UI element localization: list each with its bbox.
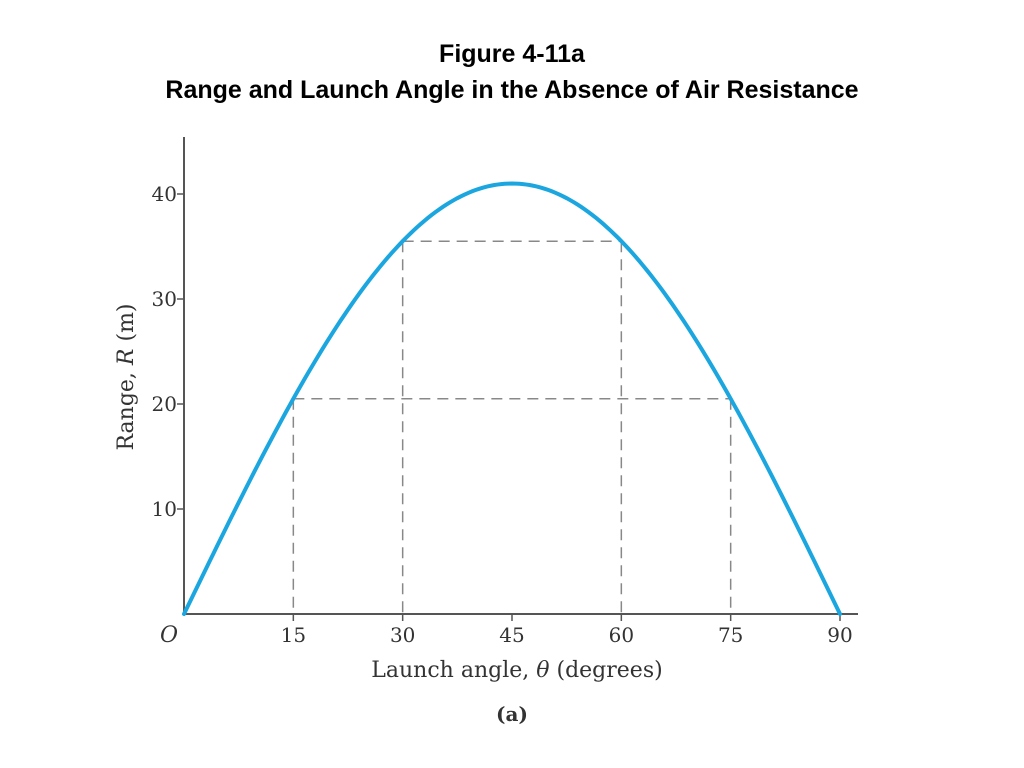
- y-axis-title-unit: (m): [114, 303, 139, 348]
- y-axis-title-main: Range,: [114, 365, 139, 450]
- y-axis-title: Range, R (m): [114, 303, 139, 450]
- y-tick-label-30: 30: [152, 287, 177, 311]
- x-axis-title-unit: (degrees): [550, 658, 663, 683]
- y-tick-label-40: 40: [152, 182, 177, 206]
- origin-label: O: [160, 623, 178, 648]
- guide-lines: [292, 240, 732, 614]
- y-tick-label-10: 10: [152, 497, 177, 521]
- x-tick-label-45: 45: [499, 623, 524, 647]
- y-tick-label-20: 20: [152, 392, 177, 416]
- x-tick-label-30: 30: [390, 623, 415, 647]
- x-tick-label-75: 75: [718, 623, 743, 647]
- x-tick-label-15: 15: [281, 623, 306, 647]
- ticks: 15 30 45 60 75 90 10 20 30 40: [152, 182, 853, 647]
- panel-label: (a): [496, 702, 528, 726]
- x-axis-title-symbol: θ: [536, 658, 549, 683]
- axes: [183, 137, 858, 615]
- range-curve: [182, 181, 842, 616]
- x-axis-title: Launch angle, θ (degrees): [371, 658, 662, 683]
- figure-label: Figure 4-11a: [439, 40, 585, 68]
- x-axis-title-main: Launch angle,: [371, 658, 536, 683]
- x-tick-label-90: 90: [827, 623, 852, 647]
- y-axis-title-symbol: R: [114, 349, 139, 367]
- chart-title: Range and Launch Angle in the Absence of…: [165, 76, 859, 104]
- x-tick-label-60: 60: [609, 623, 634, 647]
